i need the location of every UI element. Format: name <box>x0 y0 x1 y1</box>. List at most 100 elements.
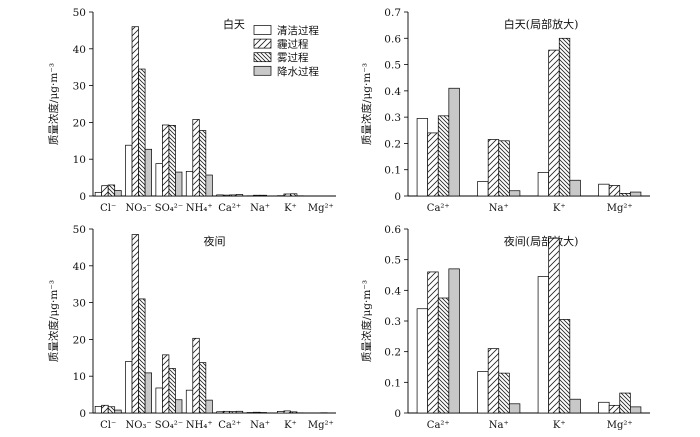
bar-3 <box>259 194 267 197</box>
bar-2 <box>427 132 439 197</box>
x-tick-label: Ca²⁺ <box>427 203 450 214</box>
bar-2 <box>131 234 139 414</box>
bar-3 <box>229 194 237 197</box>
bar-4 <box>508 403 521 414</box>
bar-1 <box>598 401 610 414</box>
bar-2 <box>222 194 231 197</box>
chart-panel-2: 0 0.1 0.2 0.3 0.4 0.5 0.6 0.7 质量浓度/μg·m⁻³ 白天(局部放大… <box>360 7 650 214</box>
y-tick-label: 0.3 <box>384 112 401 124</box>
y-tick-label: 0.6 <box>384 33 401 45</box>
x-tick-label: K⁺ <box>284 203 297 214</box>
y-tick-label: 30 <box>73 81 86 93</box>
bar-3 <box>138 298 146 414</box>
bar-1 <box>155 163 163 197</box>
bar-3 <box>290 193 298 197</box>
bar-2 <box>487 348 500 414</box>
y-tick-label: 20 <box>73 334 86 346</box>
x-tick-label: Mg²⁺ <box>308 203 334 214</box>
y-tick-label: 20 <box>73 117 86 129</box>
y-axis-label: 质量浓度/μg·m⁻³ <box>47 63 60 145</box>
bar-2 <box>548 49 560 197</box>
bar-4 <box>205 174 213 197</box>
x-tick-label: NO₃⁻ <box>125 420 151 431</box>
y-tick-label: 0.1 <box>384 165 401 177</box>
y-tick-label: 30 <box>73 298 86 310</box>
bar-1 <box>416 308 429 414</box>
x-tick-label: Ca²⁺ <box>427 420 450 431</box>
bar-1 <box>216 411 224 414</box>
y-tick-label: 0.5 <box>384 60 401 72</box>
bar-4 <box>569 398 581 414</box>
bar-3 <box>229 411 237 414</box>
x-tick-label: K⁺ <box>553 203 566 214</box>
y-axis-label: 质量浓度/μg·m⁻³ <box>360 63 373 145</box>
bar-3 <box>498 372 510 414</box>
bar-4 <box>629 406 642 414</box>
x-tick-label: Cl⁻ <box>100 420 116 431</box>
y-tick-label: 0.7 <box>384 7 401 19</box>
bar-3 <box>198 362 207 414</box>
x-tick-label: K⁺ <box>553 420 566 431</box>
legend-label: 清洁过程 <box>277 24 319 37</box>
bar-2 <box>548 237 560 414</box>
bar-4 <box>114 190 122 197</box>
y-tick-label: 0 <box>79 408 86 420</box>
x-tick-label: Mg²⁺ <box>607 203 633 214</box>
bar-3 <box>437 297 450 414</box>
panel-title: 夜间 <box>204 234 226 248</box>
y-tick-label: 50 <box>73 224 86 236</box>
legend-label: 降水过程 <box>277 65 319 78</box>
bar-1 <box>537 171 550 197</box>
bar-2 <box>608 404 621 414</box>
bar-2 <box>192 337 200 414</box>
legend-label: 霾过程 <box>277 38 309 51</box>
x-tick-label: SO₄²⁻ <box>155 203 183 214</box>
x-tick-label: K⁺ <box>284 420 297 431</box>
bar-4 <box>114 409 122 414</box>
bar-1 <box>477 181 489 197</box>
y-tick-label: 0.2 <box>384 138 401 150</box>
legend-swatch <box>253 38 272 49</box>
bar-2 <box>487 139 500 197</box>
y-tick-label: 0.4 <box>384 285 401 297</box>
y-tick-label: 0 <box>394 191 401 203</box>
bar-3 <box>168 124 176 197</box>
bar-3 <box>107 184 116 197</box>
bar-3 <box>619 193 631 197</box>
x-tick-label: NH₄⁺ <box>186 420 213 431</box>
bar-2 <box>608 185 621 197</box>
bar-4 <box>144 372 152 414</box>
y-tick-label: 40 <box>73 261 86 273</box>
y-tick-label: 10 <box>73 154 86 166</box>
bar-3 <box>198 130 207 197</box>
bar-1 <box>537 276 550 414</box>
y-axis-label: 质量浓度/μg·m⁻³ <box>47 280 60 362</box>
bar-4 <box>508 190 521 197</box>
bar-1 <box>277 411 285 414</box>
bar-3 <box>138 68 146 197</box>
bar-4 <box>175 171 183 197</box>
y-tick-label: 0 <box>79 191 86 203</box>
bar-2 <box>162 354 170 414</box>
x-tick-label: NH₄⁺ <box>186 203 213 214</box>
y-tick-label: 0.5 <box>384 255 401 267</box>
bar-2 <box>283 410 291 414</box>
bar-4 <box>569 179 581 197</box>
x-tick-label: Na⁺ <box>489 203 509 214</box>
chart-panel-3: 0 10 20 30 40 50 质量浓度/μg·m⁻³ 夜间 Cl⁻ NO₃⁻ SO₄²⁻ NH₄⁺… <box>47 224 336 431</box>
bar-2 <box>101 404 109 414</box>
bar-1 <box>94 191 103 197</box>
legend-swatch <box>253 52 272 63</box>
bar-3 <box>558 37 571 197</box>
bar-3 <box>168 368 176 414</box>
y-tick-label: 0.6 <box>384 224 401 236</box>
bar-3 <box>107 406 116 414</box>
bar-4 <box>629 191 642 197</box>
x-tick-label: Mg²⁺ <box>607 420 633 431</box>
bar-1 <box>185 389 194 414</box>
bar-4 <box>235 194 244 197</box>
bar-2 <box>192 119 200 197</box>
bar-2 <box>283 193 291 197</box>
bar-1 <box>477 371 489 414</box>
bar-2 <box>253 194 261 197</box>
